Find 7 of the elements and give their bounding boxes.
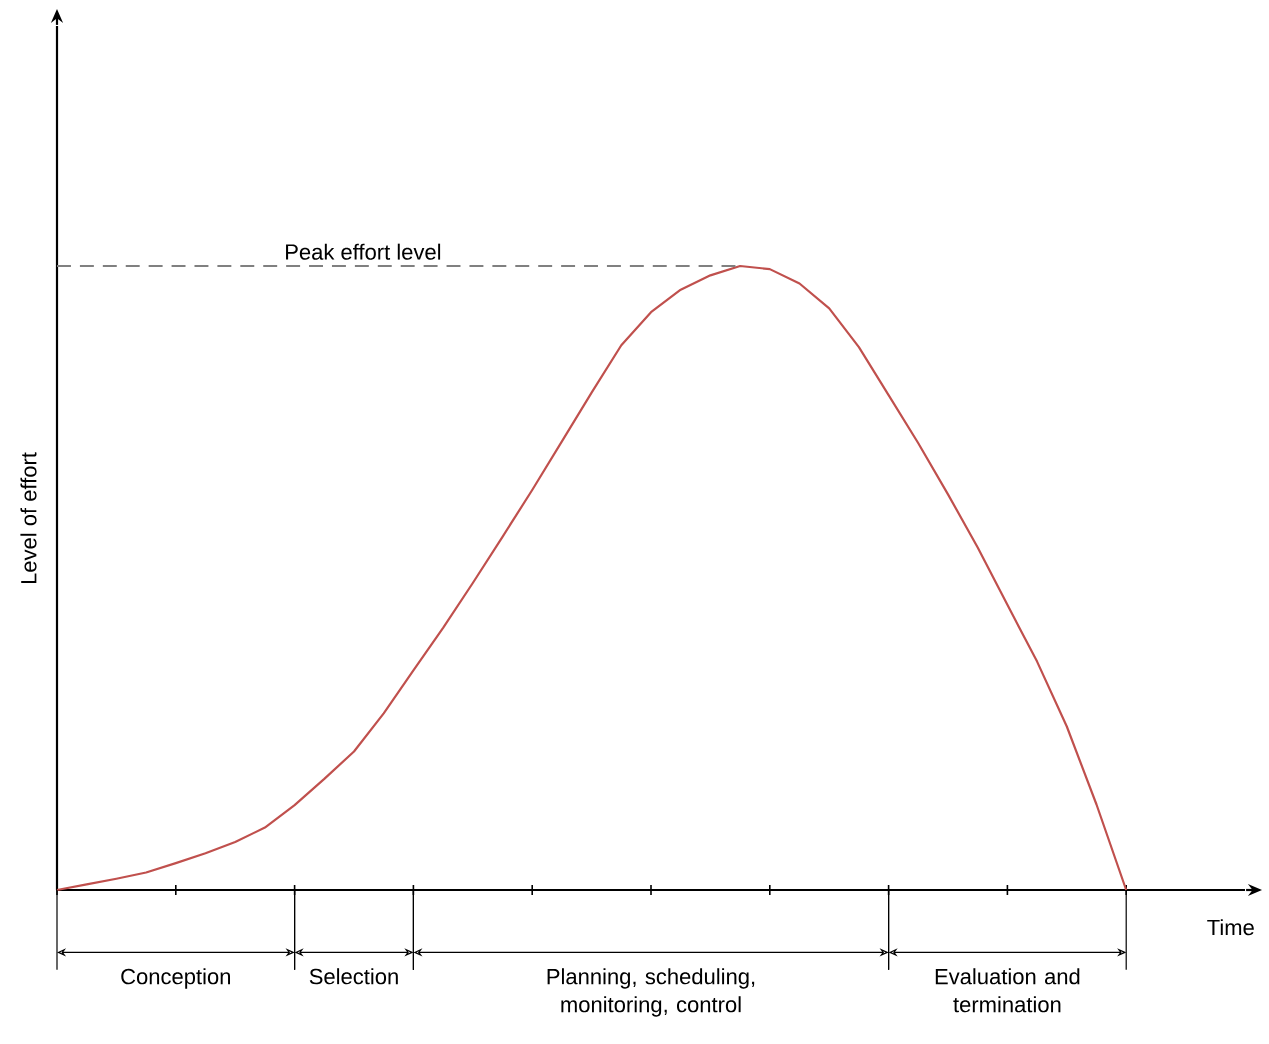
y-axis-title: Level of effort	[20, 452, 37, 584]
text: Planning, scheduling, monitoring, control	[547, 968, 755, 1017]
text: Selection	[309, 968, 398, 985]
x-axis-title: Time	[1207, 919, 1254, 936]
text: Conception	[121, 968, 231, 989]
ref-line-label: Peak effort level	[286, 243, 441, 260]
text: Evaluation and termination	[935, 968, 1080, 1013]
